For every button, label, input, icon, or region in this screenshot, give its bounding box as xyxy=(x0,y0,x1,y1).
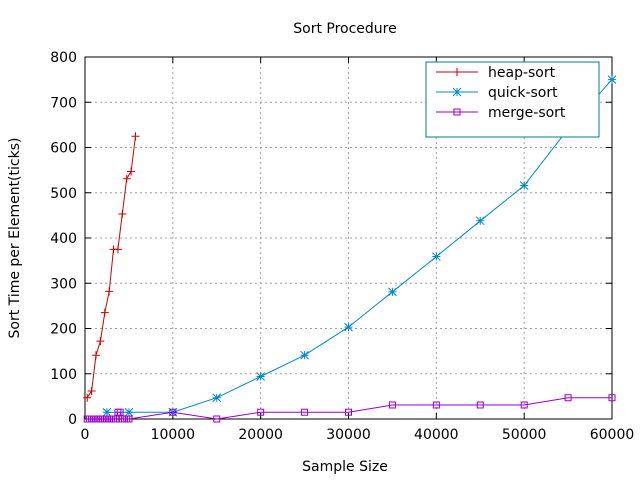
legend-label: quick-sort xyxy=(488,85,558,101)
data-point-merge-sort xyxy=(432,401,440,409)
data-point-quick-sort xyxy=(344,322,353,332)
data-point-merge-sort xyxy=(388,401,396,409)
y-tick-label: 200 xyxy=(50,322,77,338)
data-point-merge-sort xyxy=(169,408,177,416)
data-point-quick-sort xyxy=(124,407,134,417)
legend-marker-quick-sort xyxy=(452,87,462,97)
data-series xyxy=(83,75,617,423)
legend-item-merge-sort: merge-sort xyxy=(436,105,566,121)
y-tick-label: 300 xyxy=(50,276,77,292)
legend-label: heap-sort xyxy=(488,65,556,81)
legend-box xyxy=(425,61,600,138)
x-tick-label: 40000 xyxy=(414,427,459,443)
legend-item-quick-sort: quick-sort xyxy=(436,85,558,101)
x-tick-label: 10000 xyxy=(151,427,196,443)
x-tick-label: 60000 xyxy=(590,427,635,443)
data-point-merge-sort xyxy=(125,415,133,423)
legend-item-heap-sort: heap-sort xyxy=(436,65,556,81)
x-tick-label: 30000 xyxy=(326,427,371,443)
data-point-heap-sort xyxy=(131,132,140,141)
x-tick-label: 50000 xyxy=(502,427,547,443)
data-point-merge-sort xyxy=(564,394,572,402)
data-point-merge-sort xyxy=(213,415,221,423)
data-point-quick-sort xyxy=(300,350,309,360)
axes: 0 10000 20000 30000 40000 50000 60000 0 100 200 30… xyxy=(50,50,634,443)
data-point-heap-sort xyxy=(113,245,122,254)
x-tick-label: 20000 xyxy=(238,427,283,443)
legend: heap-sort quick-sort merge-sort xyxy=(425,61,600,138)
series-heap-sort xyxy=(83,132,140,402)
data-point-quick-sort xyxy=(475,216,485,226)
y-tick-label: 700 xyxy=(50,95,77,111)
data-point-merge-sort xyxy=(112,415,120,423)
data-point-merge-sort xyxy=(301,408,309,416)
y-axis-label: Sort Time per Element(ticks) xyxy=(7,138,23,339)
data-point-heap-sort xyxy=(87,386,96,395)
data-point-merge-sort xyxy=(520,401,528,409)
data-point-heap-sort xyxy=(96,337,105,346)
data-point-heap-sort xyxy=(122,174,131,183)
data-point-quick-sort xyxy=(212,393,222,403)
legend-marker-heap-sort xyxy=(453,68,461,76)
x-tick-label: 0 xyxy=(81,427,90,443)
data-point-merge-sort xyxy=(476,401,484,409)
data-point-quick-sort xyxy=(431,252,441,261)
legend-marker-merge-sort xyxy=(453,108,461,116)
y-tick-label: 0 xyxy=(68,412,77,428)
series-line-merge-sort xyxy=(87,397,612,420)
data-point-heap-sort xyxy=(100,308,109,317)
data-point-merge-sort xyxy=(608,394,616,402)
data-point-quick-sort xyxy=(102,407,112,417)
data-point-quick-sort xyxy=(256,372,266,381)
data-point-quick-sort xyxy=(388,287,397,297)
y-tick-label: 800 xyxy=(50,50,77,66)
series-line-heap-sort xyxy=(86,136,136,398)
series-merge-sort xyxy=(83,394,616,423)
data-point-heap-sort xyxy=(127,167,136,176)
x-axis-label: Sample Size xyxy=(302,459,388,475)
data-point-merge-sort xyxy=(257,408,265,416)
y-tick-label: 600 xyxy=(50,141,77,157)
y-tick-label: 100 xyxy=(50,367,77,383)
data-point-heap-sort xyxy=(83,393,92,402)
y-tick-label: 500 xyxy=(50,186,77,202)
y-tick-label: 400 xyxy=(50,231,77,247)
data-point-heap-sort xyxy=(105,287,114,296)
data-point-quick-sort xyxy=(607,75,617,84)
chart-title: Sort Procedure xyxy=(293,21,397,37)
data-point-heap-sort xyxy=(91,351,100,360)
data-point-quick-sort xyxy=(519,181,529,190)
data-point-heap-sort xyxy=(118,210,127,219)
legend-label: merge-sort xyxy=(488,105,566,121)
data-point-merge-sort xyxy=(116,408,124,416)
data-point-merge-sort xyxy=(345,408,352,416)
